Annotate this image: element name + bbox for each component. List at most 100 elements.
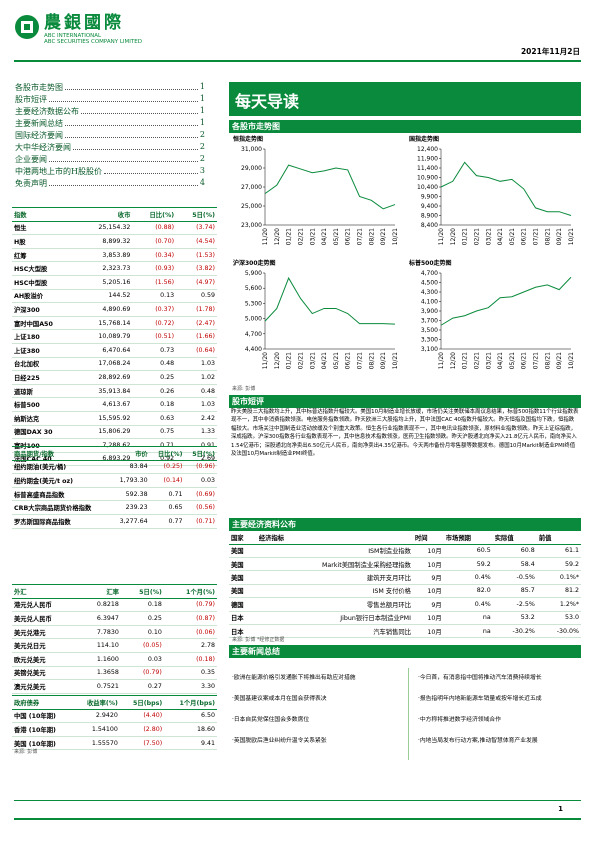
cell: 2.78 bbox=[163, 638, 217, 653]
logo-icon bbox=[15, 14, 39, 39]
line bbox=[440, 276, 572, 326]
cell: 15,768.14 bbox=[77, 316, 133, 331]
x-tick-label: 05/21 bbox=[509, 352, 516, 369]
row: 美元兑港元 7.7830 0.10 (0.06) bbox=[12, 625, 217, 640]
cell: 9月 bbox=[412, 570, 444, 585]
row: 美元兑人民币 6.3947 0.25 (0.87) bbox=[12, 611, 217, 626]
row: 恒生 25,154.32 (0.88) (3.74) bbox=[12, 221, 217, 236]
cell: 0.27 bbox=[120, 679, 164, 694]
row: 台北加权 17,068.24 0.48 1.03 bbox=[12, 357, 217, 372]
banner: 每天导读 bbox=[229, 82, 581, 116]
x-tick-label: 11/20 bbox=[262, 352, 269, 369]
news-item: ·欧洲在能源价格引发通胀下将推出有助应对措施 bbox=[232, 675, 356, 681]
cell: -30.2% bbox=[492, 624, 537, 639]
cell: 0.25 bbox=[132, 370, 177, 385]
cell: 建筑开支月环比 bbox=[256, 570, 413, 585]
toc-leader bbox=[65, 82, 198, 90]
header-row: 商品期货/指数 市价 日比(%) 5日(%) bbox=[12, 446, 217, 461]
cell: 1.33 bbox=[176, 425, 217, 440]
row: 德国 零售总额月环比 9月 0.4% -2.5% 1.2%* bbox=[229, 597, 581, 612]
cell: (0.79) bbox=[120, 666, 164, 681]
toc-title: 国际经济要闻 bbox=[15, 131, 63, 140]
cell: 10月 bbox=[412, 584, 444, 599]
y-tick-label: 10,400 bbox=[417, 184, 438, 191]
cell: (0.14) bbox=[149, 473, 185, 488]
cell: 0.63 bbox=[132, 411, 177, 426]
cell: 中国 (10年期) bbox=[12, 709, 74, 724]
row: HSC大型股 2,323.73 (0.93) (3.82) bbox=[12, 261, 217, 276]
footer-rule bbox=[14, 818, 581, 820]
news-item: ·中方称将推进数字经济领域合作 bbox=[418, 717, 501, 723]
cell: 4,613.67 bbox=[77, 397, 133, 412]
cell: 台北加权 bbox=[12, 357, 78, 372]
footer-rule bbox=[14, 800, 581, 801]
logo-text: 農銀國際 bbox=[44, 13, 124, 33]
y-tick-label: 4,100 bbox=[421, 299, 438, 306]
x-tick-label: 06/21 bbox=[345, 228, 352, 245]
x-tick-label: 03/21 bbox=[485, 352, 492, 369]
cell: 道琼斯 bbox=[12, 384, 78, 399]
cell: 15,595.92 bbox=[77, 411, 133, 426]
y-tick-label: 27,000 bbox=[241, 184, 262, 191]
toc-title: 各股市走势图 bbox=[15, 83, 63, 92]
toc-leader bbox=[49, 94, 198, 102]
news-item: ·英国脱欧后渔业纠纷升温令关系紧张 bbox=[232, 738, 327, 744]
cell: 0.71 bbox=[149, 487, 185, 502]
commodities-table: 商品期货/指数 市价 日比(%) 5日(%) 纽约期油(美元/桶) 83.84 (0.25)… bbox=[12, 446, 217, 529]
x-tick-label: 12/20 bbox=[274, 352, 281, 369]
header-cell: 5日(%) bbox=[120, 584, 164, 599]
toc-page: 1 bbox=[199, 118, 205, 127]
y-tick-label: 5,600 bbox=[245, 285, 262, 292]
x-tick-label: 08/21 bbox=[368, 228, 375, 245]
news-item: ·报告指明年内地新能源车销量或按年增长近五成 bbox=[418, 696, 542, 702]
x-tick-label: 04/21 bbox=[321, 228, 328, 245]
fx-table: 外汇 汇率 5日(%) 1个月(%) 港元兑人民币 0.8218 0.18 (0.79) 美元兑… bbox=[12, 584, 217, 694]
cell: (0.25) bbox=[149, 460, 185, 475]
header-cell: 5日(bps) bbox=[119, 695, 165, 710]
cell: (1.56) bbox=[132, 275, 177, 290]
logo: 農銀國際 ABC INTERNATIONAL ABC SECURITIES CO… bbox=[14, 8, 142, 45]
source: 来源: 彭博 *经修正数据 bbox=[232, 637, 285, 643]
cell: 2.42 bbox=[176, 411, 217, 426]
x-tick-label: 07/21 bbox=[357, 228, 364, 245]
row: 美国 ISM制造业指数 10月 60.5 60.8 61.1 bbox=[229, 544, 581, 558]
x-tick-label: 12/20 bbox=[450, 352, 457, 369]
cell: (1.78) bbox=[176, 302, 217, 317]
cell: (0.37) bbox=[132, 302, 177, 317]
row: 美国 (10年期) 1.55570 (7.50) 9.41 bbox=[12, 736, 217, 751]
header-row: 外汇 汇率 5日(%) 1个月(%) bbox=[12, 584, 217, 599]
cell: 10月 bbox=[412, 557, 444, 572]
cell: 澳元兑美元 bbox=[12, 679, 80, 694]
y-tick-label: 5,300 bbox=[245, 300, 262, 307]
cell: 纽约期金(美元/t oz) bbox=[12, 473, 111, 488]
cell: 5,205.16 bbox=[77, 275, 133, 290]
cell: 0.25 bbox=[120, 611, 164, 626]
x-tick-label: 05/21 bbox=[509, 228, 516, 245]
x-tick-label: 01/21 bbox=[286, 352, 293, 369]
row: 红筹 3,853.89 (0.34) (1.53) bbox=[12, 248, 217, 263]
cell: 欧元兑美元 bbox=[12, 652, 80, 667]
cell: (0.51) bbox=[132, 329, 177, 344]
header-cell: 收市 bbox=[77, 207, 133, 222]
x-tick-label: 08/21 bbox=[368, 352, 375, 369]
cell: 港元兑人民币 bbox=[12, 598, 80, 613]
y-tick-label: 4,400 bbox=[245, 346, 262, 353]
cell: (0.72) bbox=[132, 316, 177, 331]
cell: H股 bbox=[12, 234, 78, 249]
header-cell: 外汇 bbox=[12, 584, 80, 599]
header-cell: 前值 bbox=[536, 530, 581, 545]
x-tick-label: 09/21 bbox=[556, 228, 563, 245]
header-row: 指数 收市 日比(%) 5日(%) bbox=[12, 207, 217, 222]
cell: (4.40) bbox=[119, 709, 165, 724]
x-tick-label: 07/21 bbox=[533, 228, 540, 245]
row: 美元兑日元 114.10 (0.05) 2.78 bbox=[12, 638, 217, 653]
header-cell: 时间 bbox=[412, 530, 444, 545]
x-tick-label: 02/21 bbox=[473, 352, 480, 369]
news-item: ·日本自民党保住国会多数席位 bbox=[232, 717, 310, 723]
cell: (0.34) bbox=[132, 248, 177, 263]
cell: 0.1%* bbox=[536, 570, 581, 585]
y-tick-label: 11,400 bbox=[417, 165, 438, 172]
table: 政府债券 收益率(%) 5日(bps) 1个月(bps) 中国 (10年期) 2.9420… bbox=[12, 695, 217, 751]
header-cell: 日比(%) bbox=[149, 446, 185, 461]
